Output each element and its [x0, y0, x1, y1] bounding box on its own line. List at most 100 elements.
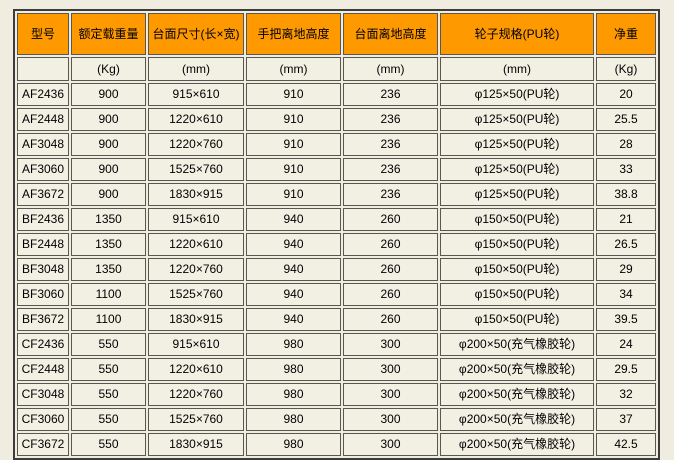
table-row: AF3060 900 1525×760 910 236 φ125×50(PU轮) 33: [17, 158, 656, 181]
cell-net-weight: 42.5: [596, 433, 656, 456]
cell-deck-size: 1525×760: [148, 158, 244, 181]
cell-wheel-spec: φ125×50(PU轮): [440, 108, 594, 131]
cell-deck-size: 1220×610: [148, 108, 244, 131]
cell-net-weight: 32: [596, 383, 656, 406]
cell-deck-size: 1525×760: [148, 283, 244, 306]
table-row: AF3048 900 1220×760 910 236 φ125×50(PU轮) 28: [17, 133, 656, 156]
cell-handle-height: 910: [246, 108, 341, 131]
cell-wheel-spec: φ125×50(PU轮): [440, 183, 594, 206]
cell-handle-height: 910: [246, 83, 341, 106]
cell-model: CF2436: [17, 333, 69, 356]
col-header-deck-height: 台面离地高度: [343, 13, 438, 55]
col-header-wheel-spec: 轮子规格(PU轮): [440, 13, 594, 55]
cell-model: BF3672: [17, 308, 69, 331]
cell-wheel-spec: φ125×50(PU轮): [440, 83, 594, 106]
unit-wheel-spec: (mm): [440, 57, 594, 81]
cell-handle-height: 980: [246, 333, 341, 356]
table-row: CF3048 550 1220×760 980 300 φ200×50(充气橡胶轮) 32: [17, 383, 656, 406]
cell-model: CF2448: [17, 358, 69, 381]
cell-deck-size: 915×610: [148, 333, 244, 356]
cell-deck-size: 915×610: [148, 83, 244, 106]
cell-wheel-spec: φ125×50(PU轮): [440, 158, 594, 181]
cell-deck-height: 236: [343, 183, 438, 206]
cell-handle-height: 910: [246, 133, 341, 156]
cell-deck-height: 260: [343, 283, 438, 306]
cell-model: BF2448: [17, 233, 69, 256]
cell-wheel-spec: φ200×50(充气橡胶轮): [440, 383, 594, 406]
cell-net-weight: 24: [596, 333, 656, 356]
col-header-net-weight: 净重: [596, 13, 656, 55]
cell-net-weight: 38.8: [596, 183, 656, 206]
cell-handle-height: 910: [246, 183, 341, 206]
cell-wheel-spec: φ125×50(PU轮): [440, 133, 594, 156]
unit-load-capacity: (Kg): [71, 57, 146, 81]
table-row: AF2448 900 1220×610 910 236 φ125×50(PU轮) 25.5: [17, 108, 656, 131]
cell-model: AF2448: [17, 108, 69, 131]
cell-deck-size: 1525×760: [148, 408, 244, 431]
cell-handle-height: 910: [246, 158, 341, 181]
cell-handle-height: 940: [246, 308, 341, 331]
cell-load-capacity: 900: [71, 108, 146, 131]
cell-deck-size: 1220×610: [148, 233, 244, 256]
cell-load-capacity: 550: [71, 358, 146, 381]
cell-deck-height: 260: [343, 258, 438, 281]
header-row: 型号 额定载重量 台面尺寸(长×宽) 手把离地高度 台面离地高度 轮子规格(PU…: [17, 13, 656, 55]
cell-deck-size: 1220×760: [148, 383, 244, 406]
cell-handle-height: 980: [246, 408, 341, 431]
cell-model: CF3048: [17, 383, 69, 406]
col-header-load-capacity: 额定载重量: [71, 13, 146, 55]
cell-load-capacity: 550: [71, 383, 146, 406]
cell-net-weight: 26.5: [596, 233, 656, 256]
unit-net-weight: (Kg): [596, 57, 656, 81]
cell-load-capacity: 1350: [71, 258, 146, 281]
cell-handle-height: 940: [246, 283, 341, 306]
cell-deck-height: 236: [343, 133, 438, 156]
cell-load-capacity: 1350: [71, 208, 146, 231]
table-row: BF3060 1100 1525×760 940 260 φ150×50(PU轮) 34: [17, 283, 656, 306]
cell-load-capacity: 900: [71, 83, 146, 106]
cell-handle-height: 980: [246, 358, 341, 381]
cell-net-weight: 28: [596, 133, 656, 156]
cell-net-weight: 29.5: [596, 358, 656, 381]
unit-deck-height: (mm): [343, 57, 438, 81]
table-row: BF3048 1350 1220×760 940 260 φ150×50(PU轮) 29: [17, 258, 656, 281]
cell-model: BF2436: [17, 208, 69, 231]
cell-deck-height: 260: [343, 308, 438, 331]
cell-net-weight: 20: [596, 83, 656, 106]
col-header-handle-height: 手把离地高度: [246, 13, 341, 55]
cell-handle-height: 940: [246, 208, 341, 231]
cell-model: BF3060: [17, 283, 69, 306]
table-row: BF2436 1350 915×610 940 260 φ150×50(PU轮) 21: [17, 208, 656, 231]
cell-model: AF2436: [17, 83, 69, 106]
unit-handle-height: (mm): [246, 57, 341, 81]
cell-deck-height: 260: [343, 208, 438, 231]
cell-deck-height: 300: [343, 383, 438, 406]
col-header-model: 型号: [17, 13, 69, 55]
cell-wheel-spec: φ200×50(充气橡胶轮): [440, 408, 594, 431]
cell-handle-height: 940: [246, 258, 341, 281]
cell-net-weight: 39.5: [596, 308, 656, 331]
cell-wheel-spec: φ150×50(PU轮): [440, 258, 594, 281]
cell-handle-height: 980: [246, 383, 341, 406]
cell-wheel-spec: φ150×50(PU轮): [440, 233, 594, 256]
cell-net-weight: 25.5: [596, 108, 656, 131]
table-row: AF3672 900 1830×915 910 236 φ125×50(PU轮) 38.8: [17, 183, 656, 206]
cell-deck-size: 915×610: [148, 208, 244, 231]
product-spec-table: 型号 额定载重量 台面尺寸(长×宽) 手把离地高度 台面离地高度 轮子规格(PU…: [13, 9, 660, 460]
cell-model: AF3048: [17, 133, 69, 156]
cell-load-capacity: 900: [71, 133, 146, 156]
spec-table-container: 型号 额定载重量 台面尺寸(长×宽) 手把离地高度 台面离地高度 轮子规格(PU…: [13, 9, 660, 460]
cell-deck-height: 300: [343, 333, 438, 356]
cell-deck-height: 300: [343, 408, 438, 431]
cell-deck-height: 260: [343, 233, 438, 256]
cell-net-weight: 37: [596, 408, 656, 431]
cell-wheel-spec: φ200×50(充气橡胶轮): [440, 333, 594, 356]
cell-wheel-spec: φ150×50(PU轮): [440, 283, 594, 306]
cell-deck-size: 1220×760: [148, 133, 244, 156]
table-row: BF2448 1350 1220×610 940 260 φ150×50(PU轮) 26.5: [17, 233, 656, 256]
cell-deck-height: 236: [343, 108, 438, 131]
table-row: CF2436 550 915×610 980 300 φ200×50(充气橡胶轮) 24: [17, 333, 656, 356]
cell-model: AF3060: [17, 158, 69, 181]
cell-deck-size: 1220×610: [148, 358, 244, 381]
cell-net-weight: 33: [596, 158, 656, 181]
